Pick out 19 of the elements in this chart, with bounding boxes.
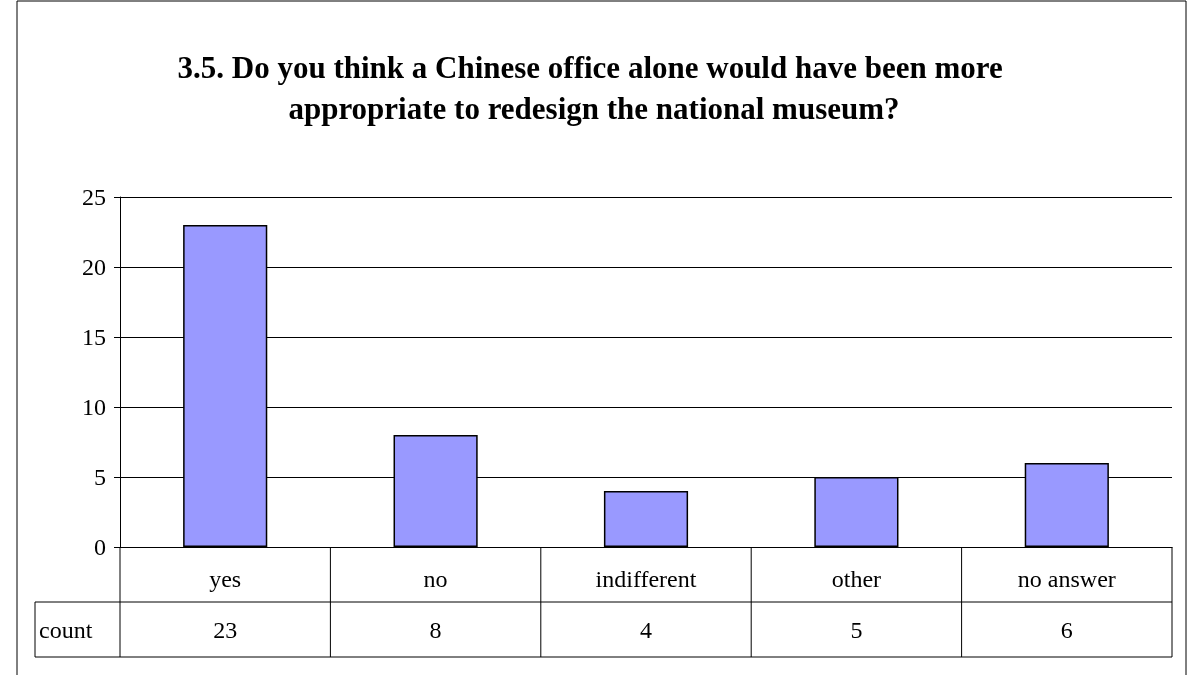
chart-title: 3.5. Do you think a Chinese office alone would have been more appropriate to redesign the national museum? [177, 50, 1011, 126]
y-tick-label: 15 [82, 324, 106, 350]
y-tick-label: 25 [82, 184, 106, 210]
data-label: 8 [429, 616, 442, 643]
x-tick-label: indifferent [595, 566, 697, 592]
legend-label: count [39, 616, 93, 643]
y-tick-label: 0 [94, 534, 106, 560]
data-label: 4 [640, 616, 652, 643]
data-label: 6 [1060, 616, 1073, 643]
x-tick-label: no answer [1017, 566, 1116, 592]
data-label: 5 [850, 616, 863, 643]
x-tick-label: other [831, 566, 882, 592]
y-tick-label: 20 [82, 254, 106, 280]
x-tick-label: yes [209, 566, 242, 592]
y-tick-label: 5 [94, 464, 106, 490]
bar [603, 491, 689, 547]
y-tick-label: 10 [82, 394, 106, 420]
data-label: 23 [213, 616, 238, 643]
x-tick-label: no [423, 566, 448, 592]
